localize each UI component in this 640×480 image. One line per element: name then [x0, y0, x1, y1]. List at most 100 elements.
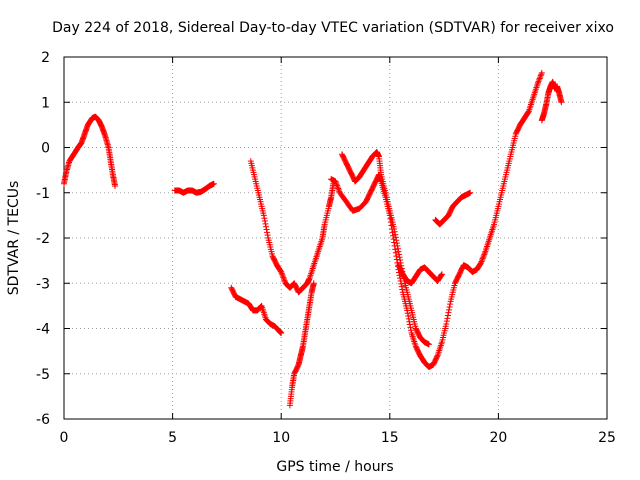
data-point — [332, 178, 339, 185]
axis-ticks — [63, 56, 608, 420]
data-point — [281, 277, 288, 284]
data-point — [438, 272, 445, 279]
data-point — [478, 259, 485, 266]
y-tick-labels: -6 -5 -4 -3 -2 -1 0 1 2 — [36, 50, 50, 428]
data-point — [397, 275, 404, 282]
x-tick-label: 0 — [60, 430, 69, 446]
data-point — [443, 320, 450, 327]
data-point — [398, 283, 405, 290]
y-tick-label: -5 — [36, 367, 50, 383]
data-markers — [61, 69, 565, 409]
data-series-arc-4 — [247, 158, 337, 296]
data-point — [262, 223, 269, 230]
data-series-arc-7 — [339, 149, 432, 348]
data-point — [280, 276, 287, 283]
data-point — [279, 271, 286, 278]
data-point — [447, 301, 454, 308]
x-tick-label: 10 — [272, 430, 290, 446]
y-tick-label: 2 — [41, 50, 50, 66]
data-point — [112, 182, 119, 189]
data-point — [480, 252, 487, 259]
y-tick-label: -3 — [36, 276, 50, 292]
data-point — [444, 315, 451, 322]
data-point — [536, 76, 543, 83]
data-point — [391, 228, 398, 235]
x-tick-label: 25 — [598, 430, 616, 446]
data-point — [444, 312, 451, 319]
data-point — [391, 225, 398, 232]
data-series-arc-10 — [538, 78, 565, 124]
data-point — [392, 234, 399, 241]
data-point — [558, 99, 565, 106]
data-point — [405, 315, 412, 322]
data-point — [262, 220, 269, 227]
grid — [64, 57, 607, 419]
data-point — [261, 215, 268, 222]
data-point — [264, 229, 271, 236]
data-point — [260, 212, 267, 219]
data-point — [467, 189, 474, 196]
data-point — [538, 71, 545, 78]
data-point — [397, 257, 404, 264]
data-point — [404, 310, 411, 317]
data-point — [261, 218, 268, 225]
y-tick-label: -1 — [36, 186, 50, 202]
data-point — [396, 251, 403, 258]
data-series-arc-2 — [171, 180, 217, 196]
data-point — [407, 324, 414, 331]
data-series-arc-5 — [286, 280, 317, 409]
x-tick-label: 15 — [381, 430, 399, 446]
chart-title: Day 224 of 2018, Sidereal Day-to-day VTE… — [52, 20, 614, 36]
data-point — [310, 280, 317, 287]
y-tick-label: -2 — [36, 231, 50, 247]
data-point — [334, 182, 341, 189]
data-point — [264, 232, 271, 239]
data-point — [395, 248, 402, 255]
y-tick-label: -4 — [36, 322, 50, 338]
data-point — [392, 249, 399, 256]
data-point — [333, 181, 340, 188]
plot-frame — [63, 56, 608, 420]
data-point — [392, 246, 399, 253]
y-tick-label: 1 — [41, 95, 50, 111]
data-point — [392, 231, 399, 238]
data-point — [399, 286, 406, 293]
data-point — [478, 258, 485, 265]
data-point — [278, 330, 285, 337]
data-point — [333, 179, 340, 186]
data-point — [263, 226, 270, 233]
data-point — [278, 270, 285, 277]
data-point — [425, 341, 432, 348]
data-point — [396, 254, 403, 261]
data-point — [535, 78, 542, 85]
data-point — [334, 184, 341, 191]
x-tick-label: 20 — [489, 430, 507, 446]
data-series-arc-6 — [328, 69, 545, 370]
data-point — [537, 74, 544, 81]
data-point — [280, 274, 287, 281]
data-point — [335, 186, 342, 193]
data-point — [481, 249, 488, 256]
data-point — [481, 251, 488, 258]
data-series-arc-3 — [228, 284, 285, 337]
data-point — [393, 237, 400, 244]
data-point — [394, 242, 401, 249]
data-point — [445, 306, 452, 313]
data-point — [405, 313, 412, 320]
data-point — [446, 304, 453, 311]
data-point — [335, 185, 342, 192]
y-axis-label: SDTVAR / TECUs — [6, 181, 22, 296]
data-point — [278, 268, 285, 275]
data-point — [443, 318, 450, 325]
data-point — [537, 72, 544, 79]
y-tick-label: -6 — [36, 412, 50, 428]
data-point — [534, 81, 541, 88]
data-series-arc-8 — [395, 262, 445, 287]
data-series-arc-1 — [61, 113, 119, 189]
data-point — [394, 245, 401, 252]
data-point — [279, 273, 286, 280]
data-point — [406, 321, 413, 328]
data-point — [393, 240, 400, 247]
x-axis-label: GPS time / hours — [276, 459, 393, 475]
